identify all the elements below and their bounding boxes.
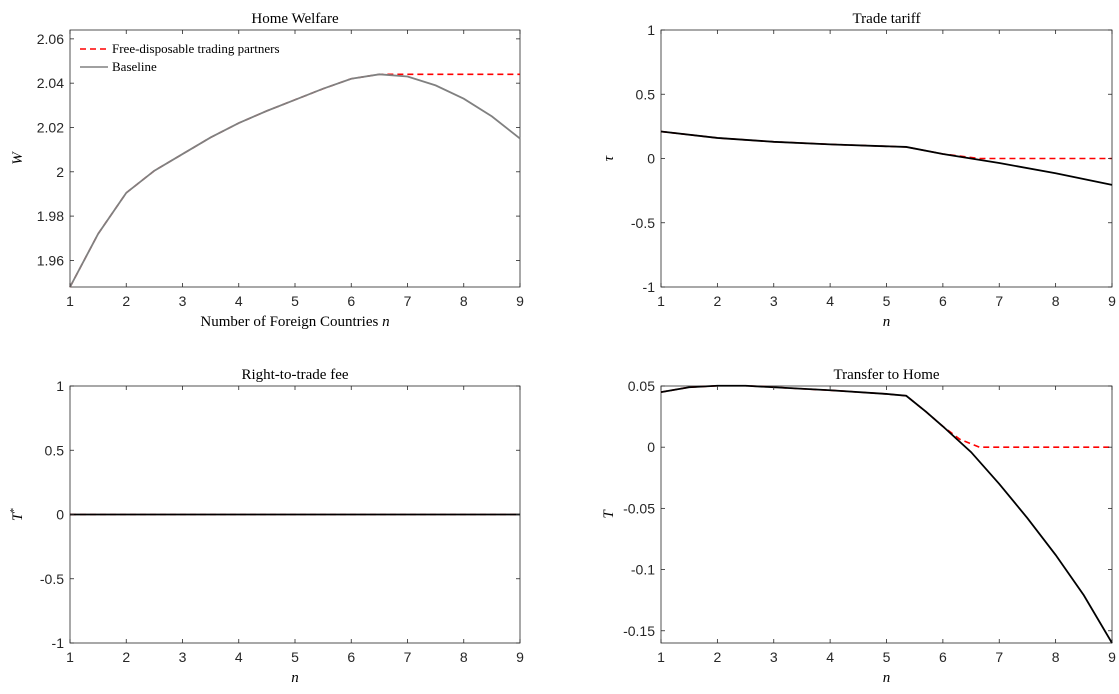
y-tick-label: -0.1 <box>631 562 655 578</box>
x-axis-label: n <box>291 670 299 686</box>
x-tick-label: 1 <box>657 649 665 665</box>
y-tick-label: -0.05 <box>623 500 655 516</box>
y-tick-label: 1 <box>56 378 64 394</box>
legend-label-1: Free-disposable trading partners <box>112 41 280 56</box>
series-line-1-dashed <box>69 73 520 288</box>
x-tick-label: 8 <box>1052 293 1060 309</box>
y-tick-label: 1 <box>647 22 655 38</box>
x-axis-label: n <box>883 670 891 686</box>
x-tick-label: 3 <box>179 649 187 665</box>
x-tick-label: 7 <box>995 649 1003 665</box>
x-tick-label: 4 <box>826 649 834 665</box>
x-tick-label: 6 <box>347 293 355 309</box>
y-tick-label: 2.04 <box>37 75 64 91</box>
x-tick-label: 5 <box>883 293 891 309</box>
x-tick-label: 5 <box>883 649 891 665</box>
x-tick-label: 4 <box>235 649 243 665</box>
x-tick-label: 7 <box>995 293 1003 309</box>
x-tick-label: 6 <box>939 649 947 665</box>
x-axis-label: n <box>883 314 891 330</box>
y-tick-label: -1 <box>643 279 656 295</box>
x-tick-label: 8 <box>460 649 468 665</box>
y-tick-label: 1.96 <box>37 252 64 268</box>
x-tick-label: 2 <box>713 649 721 665</box>
x-tick-label: 8 <box>460 293 468 309</box>
y-tick-label: 0 <box>647 151 655 167</box>
y-tick-label: 0.5 <box>45 442 65 458</box>
y-tick-label: 0.5 <box>636 86 656 102</box>
x-tick-label: 5 <box>291 649 299 665</box>
series-line-1-dashed <box>660 130 1112 160</box>
chart-panel-2: 1 2 3 4 5 6 7 8 9 -1 -0.5 0 0.5 1 Trade tariff n τ <box>601 11 1116 330</box>
x-tick-label: 9 <box>1108 649 1116 665</box>
x-tick-label: 3 <box>179 293 187 309</box>
legend-label-2: Baseline <box>112 59 157 74</box>
y-axis-label: T <box>601 509 617 519</box>
x-tick-label: 9 <box>516 293 524 309</box>
x-tick-label: 7 <box>404 649 412 665</box>
x-tick-label: 5 <box>291 293 299 309</box>
x-tick-label: 1 <box>66 649 74 665</box>
chart-title: Trade tariff <box>853 11 921 27</box>
y-tick-label: -1 <box>52 635 65 651</box>
y-tick-label: -0.15 <box>623 623 655 639</box>
x-tick-label: 1 <box>66 293 74 309</box>
x-tick-label: 6 <box>347 649 355 665</box>
x-tick-label: 1 <box>657 293 665 309</box>
chart-title: Transfer to Home <box>833 367 939 383</box>
y-tick-label: 0.05 <box>628 378 655 394</box>
plot-area <box>660 385 1113 644</box>
chart-title: Right-to-trade fee <box>241 367 348 383</box>
y-tick-label: -0.5 <box>631 215 655 231</box>
x-tick-label: 2 <box>122 649 130 665</box>
x-tick-label: 2 <box>713 293 721 309</box>
y-tick-label: 1.98 <box>37 208 64 224</box>
y-tick-label: 0 <box>647 439 655 455</box>
x-tick-label: 4 <box>235 293 243 309</box>
y-axis-label: W <box>10 151 26 165</box>
y-axis-label: τ <box>601 155 617 161</box>
x-tick-label: 3 <box>770 649 778 665</box>
y-tick-label: 2.06 <box>37 31 64 47</box>
chart-panel-3: 1 2 3 4 5 6 7 8 9 -1 -0.5 0 0.5 1 Right-to-trade fee n T… <box>9 367 525 686</box>
y-tick-label: -0.5 <box>40 571 64 587</box>
chart-panel-4: 1 2 3 4 5 6 7 8 9 -0.15 -0.1 -0.05 0 0.05 Transfer to … <box>601 367 1116 686</box>
y-axis-label: T* <box>9 508 27 521</box>
x-tick-label: 9 <box>1108 293 1116 309</box>
x-tick-label: 9 <box>516 649 524 665</box>
y-tick-label: 0 <box>56 507 64 523</box>
y-tick-label: 2 <box>56 164 64 180</box>
chart-title: Home Welfare <box>251 11 339 27</box>
x-tick-label: 8 <box>1052 649 1060 665</box>
legend-box <box>76 38 308 78</box>
series-line-2-solid <box>69 73 521 288</box>
series-line-2-solid <box>660 384 1113 644</box>
x-tick-label: 6 <box>939 293 947 309</box>
x-tick-label: 3 <box>770 293 778 309</box>
x-axis-label: Number of Foreign Countries n <box>200 314 389 330</box>
x-tick-label: 7 <box>404 293 412 309</box>
x-tick-label: 2 <box>122 293 130 309</box>
series-line-2-solid <box>660 130 1113 186</box>
y-tick-label: 2.02 <box>37 119 64 135</box>
legend: Free-disposable trading partners Baseline <box>76 38 308 78</box>
series-line-1-dashed <box>660 384 1112 448</box>
chart-panel-1: 1 2 3 4 5 6 7 8 9 1.96 1.98 2 2.02 2.04 2.06 Home Welfa… <box>10 11 524 330</box>
x-tick-label: 4 <box>826 293 834 309</box>
